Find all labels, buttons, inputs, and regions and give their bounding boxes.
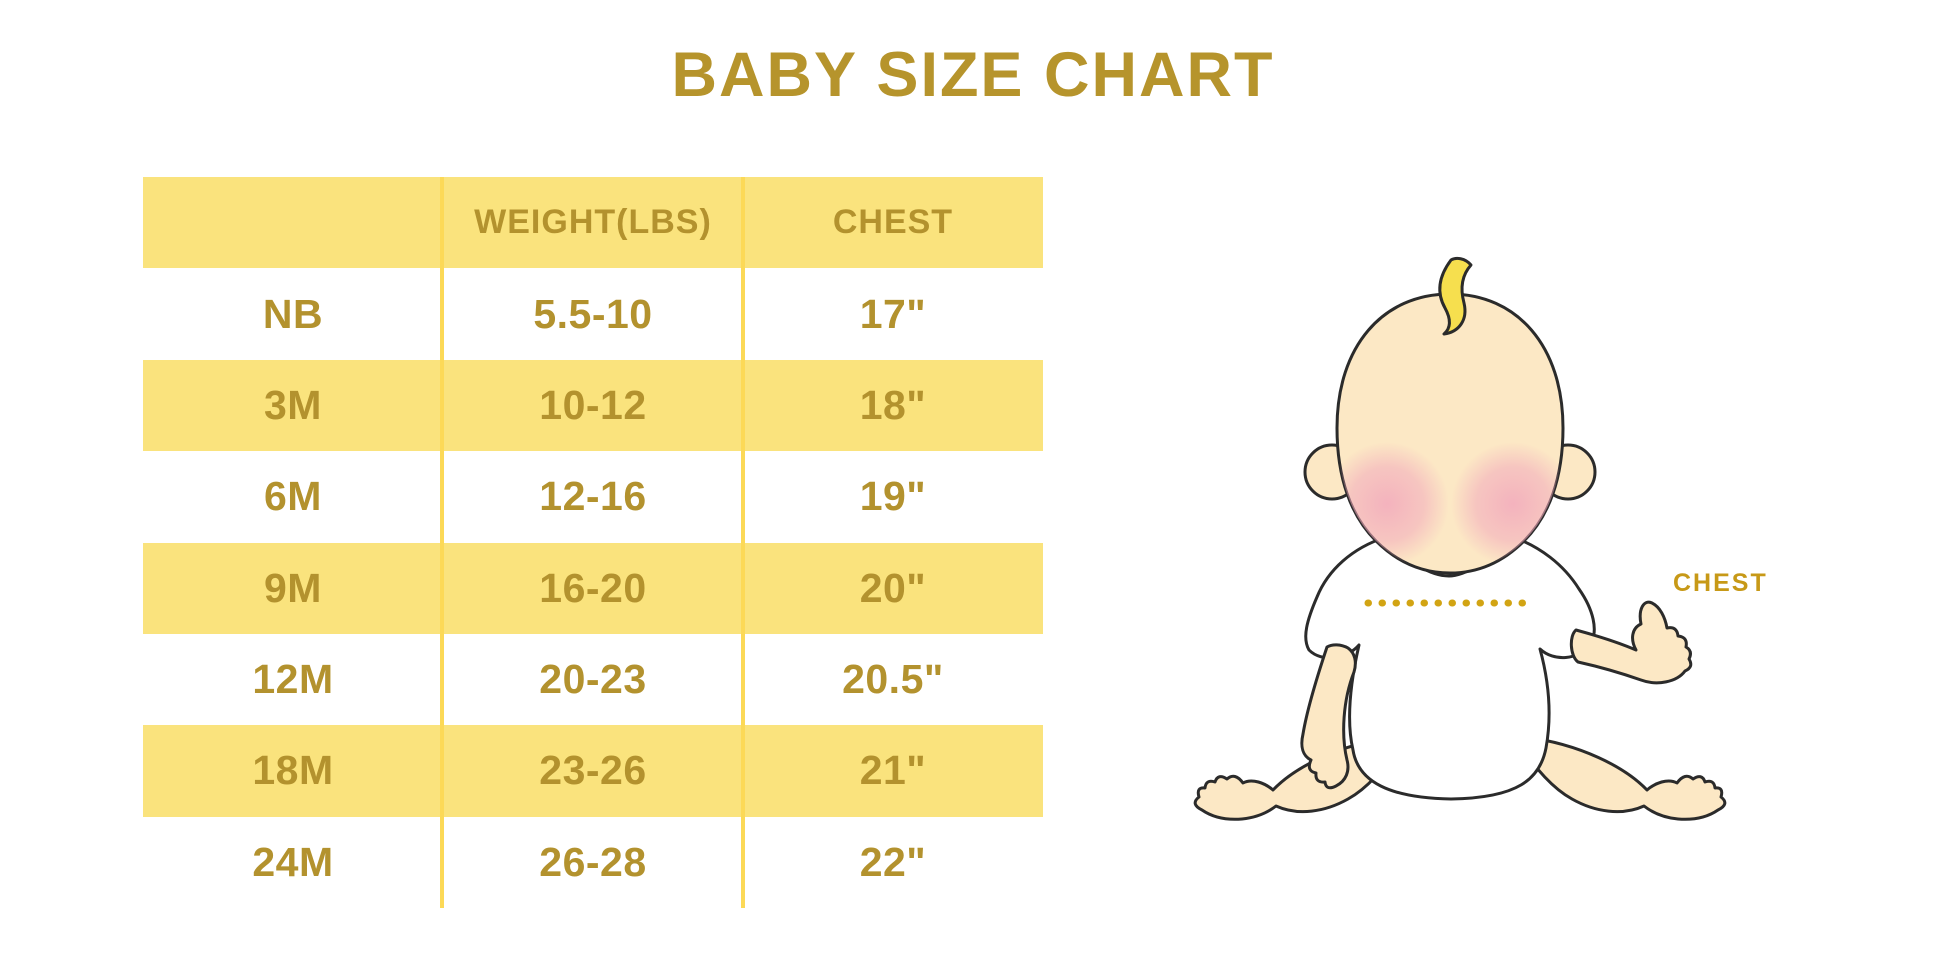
cell-chest: 17" xyxy=(859,290,927,337)
cell-size: 3M xyxy=(264,381,322,428)
header-cell-size xyxy=(143,177,443,268)
table-row: 6M 12-16 19" xyxy=(143,451,1043,542)
cell-weight: 10-12 xyxy=(539,381,647,428)
cell-chest: 22" xyxy=(859,838,927,885)
chest-label: CHEST xyxy=(1673,569,1768,597)
cell-weight: 26-28 xyxy=(539,838,647,885)
baby-right-cheek xyxy=(1451,442,1563,566)
cell-size: 9M xyxy=(264,564,322,611)
cell-size: 24M xyxy=(252,838,334,885)
table-row: NB 5.5-10 17" xyxy=(143,268,1043,359)
cell-chest: 20" xyxy=(859,564,927,611)
table-row: 9M 16-20 20" xyxy=(143,542,1043,634)
baby-illustration-svg xyxy=(1193,256,1727,821)
header-cell-weight: WEIGHT(LBS) xyxy=(474,203,712,242)
header-cell-chest: CHEST xyxy=(832,203,954,242)
cell-size: 18M xyxy=(252,747,334,794)
page-title: BABY SIZE CHART xyxy=(671,40,1275,110)
cell-size: NB xyxy=(262,290,324,337)
table-row: 24M 26-28 22" xyxy=(143,817,1043,908)
baby-left-cheek xyxy=(1337,442,1449,566)
cell-size: 12M xyxy=(252,656,334,703)
baby-illustration xyxy=(1180,232,1780,822)
table-header-row: WEIGHT(LBS) CHEST xyxy=(143,177,1043,269)
table-row: 18M 23-26 21" xyxy=(143,725,1043,817)
column-divider xyxy=(440,177,444,908)
cell-weight: 5.5-10 xyxy=(533,290,653,337)
cell-chest: 20.5" xyxy=(842,656,944,703)
column-divider xyxy=(741,177,745,908)
baby-left-arm xyxy=(1300,643,1357,790)
baby-hair-tuft xyxy=(1438,256,1473,336)
cell-chest: 18" xyxy=(859,381,927,428)
cell-chest: 19" xyxy=(859,473,927,520)
cell-weight: 16-20 xyxy=(539,564,647,611)
baby-right-arm-fist xyxy=(1569,600,1693,685)
cell-chest: 21" xyxy=(859,747,927,794)
cell-weight: 12-16 xyxy=(539,473,647,520)
cell-weight: 20-23 xyxy=(539,656,647,703)
baby-right-leg xyxy=(1523,735,1727,821)
cell-weight: 23-26 xyxy=(539,747,647,794)
table-row: 12M 20-23 20.5" xyxy=(143,634,1043,725)
cell-size: 6M xyxy=(264,473,322,520)
table-row: 3M 10-12 18" xyxy=(143,359,1043,452)
size-table: WEIGHT(LBS) CHEST NB 5.5-10 17" 3M 10-12… xyxy=(143,177,1043,908)
